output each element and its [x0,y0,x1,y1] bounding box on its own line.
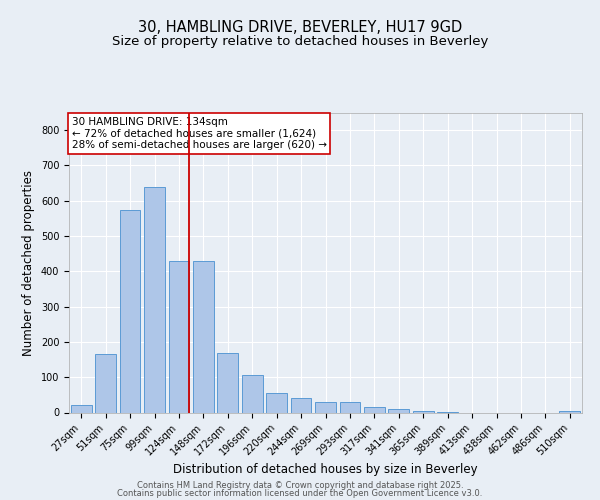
Bar [95,354,116,412]
Bar [217,352,238,412]
Bar [144,186,165,412]
Bar [71,406,92,412]
Text: Size of property relative to detached houses in Beverley: Size of property relative to detached ho… [112,34,488,48]
Bar [388,409,409,412]
Text: Contains HM Land Registry data © Crown copyright and database right 2025.: Contains HM Land Registry data © Crown c… [137,482,463,490]
Bar [413,410,434,412]
Bar [119,210,140,412]
Text: Contains public sector information licensed under the Open Government Licence v3: Contains public sector information licen… [118,490,482,498]
Bar [169,260,190,412]
Y-axis label: Number of detached properties: Number of detached properties [22,170,35,356]
Bar [290,398,311,412]
Bar [340,402,361,412]
Text: 30 HAMBLING DRIVE: 134sqm
← 72% of detached houses are smaller (1,624)
28% of se: 30 HAMBLING DRIVE: 134sqm ← 72% of detac… [71,117,326,150]
Bar [315,402,336,412]
Bar [193,260,214,412]
Bar [559,410,580,412]
Bar [242,376,263,412]
X-axis label: Distribution of detached houses by size in Beverley: Distribution of detached houses by size … [173,462,478,475]
Bar [266,393,287,412]
Text: 30, HAMBLING DRIVE, BEVERLEY, HU17 9GD: 30, HAMBLING DRIVE, BEVERLEY, HU17 9GD [138,20,462,35]
Bar [364,407,385,412]
